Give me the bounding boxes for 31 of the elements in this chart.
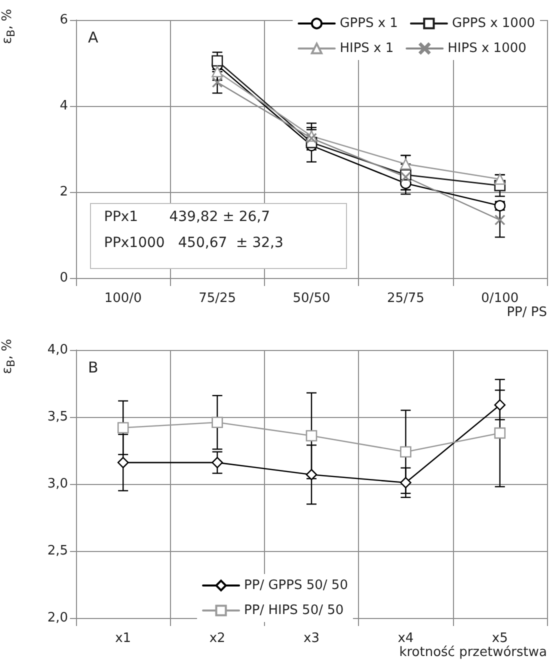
y-tick-label: 6 [60, 12, 68, 28]
legend-label: PP/ HIPS 50/ 50 [244, 603, 344, 618]
legend-label: PP/ GPPS 50/ 50 [244, 578, 348, 593]
x-tick-label: 25/75 [386, 291, 424, 306]
legend-label: HIPS x 1000 [448, 41, 526, 56]
x-tick-label: x3 [304, 631, 320, 646]
legend-label: HIPS x 1 [340, 41, 394, 56]
x-tick-label: x1 [115, 631, 132, 646]
annotation: A [88, 28, 99, 46]
x-axis-title: krotność przetwórstwa [399, 645, 547, 660]
y-tick-label: 4,0 [47, 342, 68, 358]
x-axis-title: PP/ PS [506, 305, 547, 320]
x-tick-label: 0/100 [481, 291, 519, 306]
y-tick-label: 4 [60, 98, 68, 114]
legend-label: GPPS x 1 [340, 16, 398, 31]
legend-label: GPPS x 1000 [452, 16, 535, 31]
x-tick-label: 100/0 [104, 291, 142, 306]
annotation: PPx1 439,82 ± 26,7 [104, 209, 270, 225]
x-tick-label: x4 [398, 631, 414, 646]
annotation: B [88, 358, 98, 376]
annotation: PPx1000 450,67 ± 32,3 [104, 235, 284, 251]
x-tick-label: 50/50 [292, 291, 330, 306]
y-tick-label: 3,0 [47, 476, 68, 492]
y-tick-label: 3,5 [47, 410, 68, 424]
y-tick-label: 2,5 [47, 544, 68, 558]
y-tick-label: 0 [60, 270, 68, 286]
x-tick-label: x5 [492, 631, 508, 646]
x-tick-label: x2 [209, 631, 226, 646]
y-tick-label: 2,0 [47, 610, 68, 626]
x-tick-label: 75/25 [198, 291, 236, 306]
y-tick-label: 2 [60, 184, 68, 200]
